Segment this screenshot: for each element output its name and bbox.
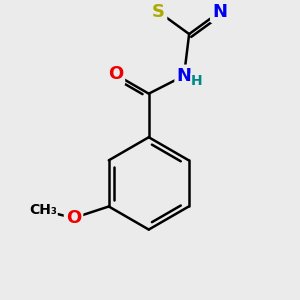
Text: CH₃: CH₃ bbox=[29, 203, 57, 217]
Text: N: N bbox=[212, 3, 227, 21]
Text: O: O bbox=[108, 65, 123, 83]
Text: S: S bbox=[152, 3, 165, 21]
Text: O: O bbox=[66, 209, 81, 227]
Text: N: N bbox=[176, 67, 191, 85]
Text: H: H bbox=[191, 74, 202, 88]
